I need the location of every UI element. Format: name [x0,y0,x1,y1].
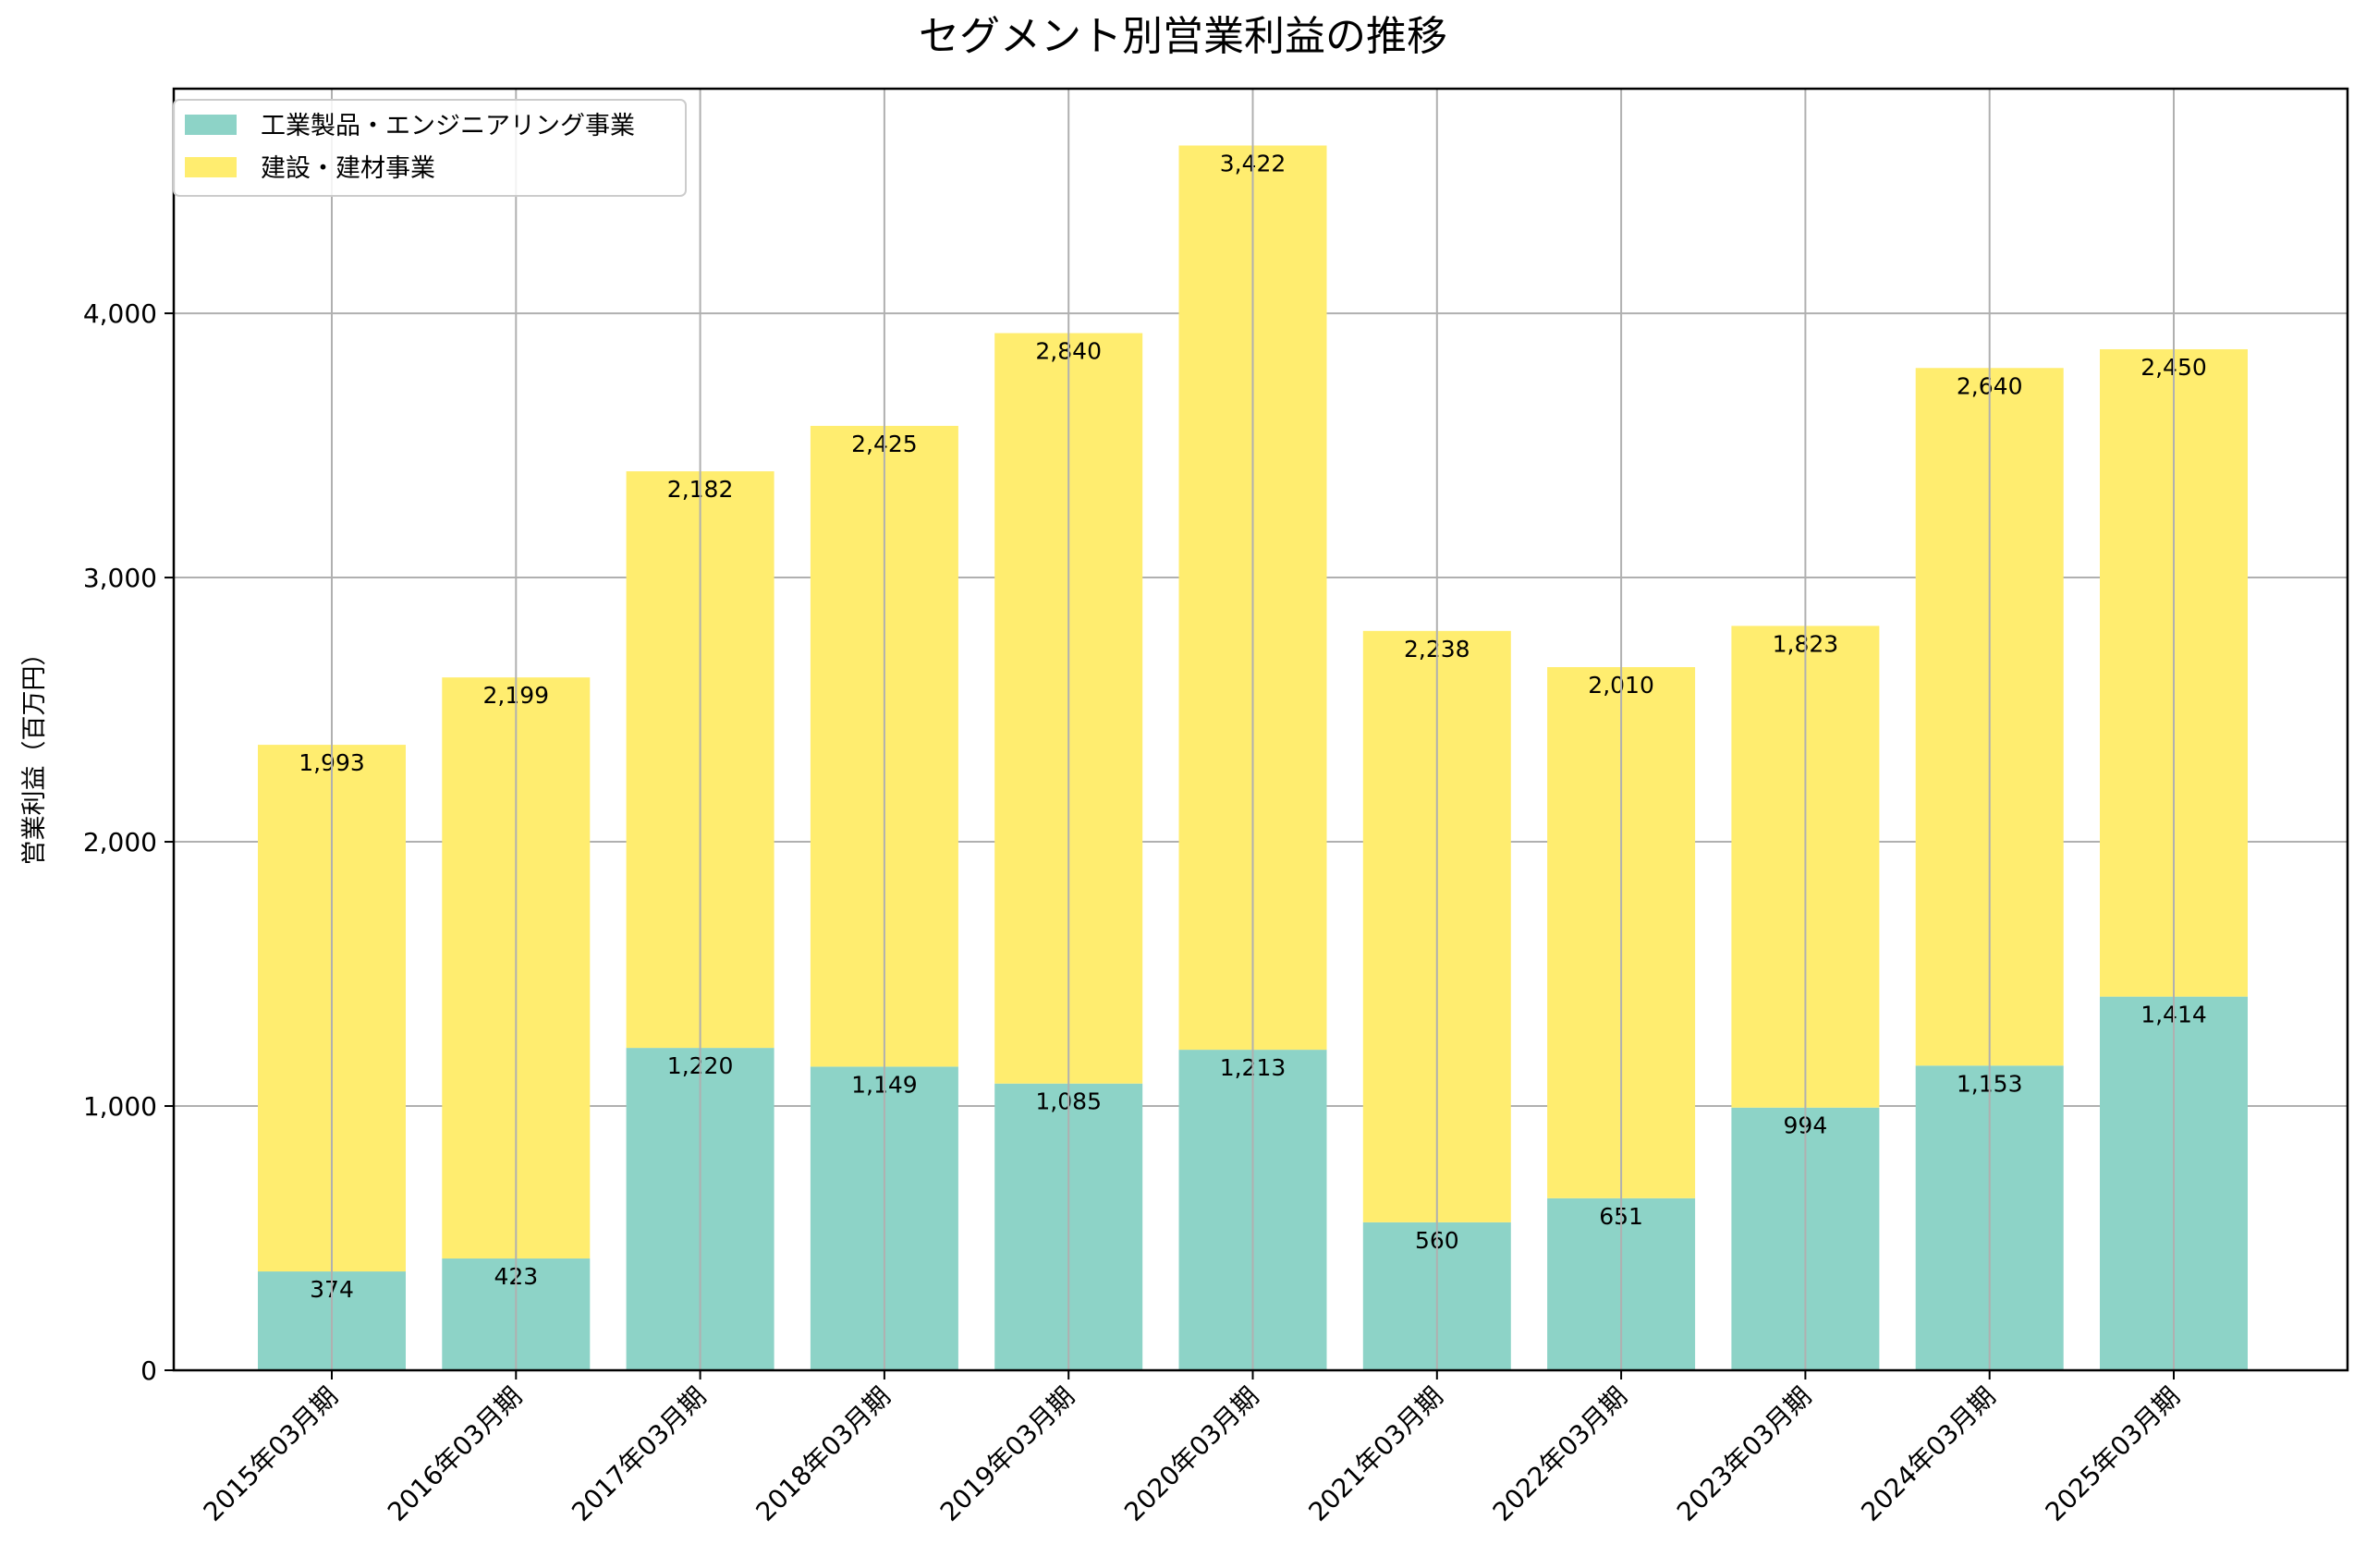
legend: 工業製品・エンジニアリング事業 建設・建材事業 [173,99,687,197]
legend-swatch-segment2 [185,157,237,177]
x-tick-label: 2022年03月期 [1487,1381,1633,1527]
x-tick-label: 2023年03月期 [1671,1381,1817,1527]
x-tick-label: 2017年03月期 [566,1381,712,1527]
vertical-grid-lines [331,89,2175,1370]
x-tick-label: 2015年03月期 [198,1381,344,1527]
x-tick-label: 2021年03月期 [1302,1381,1448,1527]
plot-frame [172,87,2349,1372]
chart-title: セグメント別営業利益の推移 [919,13,1447,60]
legend-swatch-segment1 [185,115,237,135]
y-tick-label: 1,000 [83,1091,157,1122]
x-tick-label: 2024年03月期 [1855,1381,2001,1527]
y-axis-label: 営業利益（百万円） [20,641,49,866]
x-tick-label: 2019年03月期 [934,1381,1080,1527]
legend-box [173,99,687,197]
y-tick-label: 2,000 [83,827,157,857]
y-tick-label: 4,000 [83,298,157,329]
legend-label-segment2: 建設・建材事業 [261,154,435,183]
y-tick-label: 3,000 [83,563,157,593]
legend-label-segment1: 工業製品・エンジニアリング事業 [261,112,635,140]
x-tick-label: 2016年03月期 [382,1381,528,1527]
x-tick-label: 2020年03月期 [1118,1381,1264,1527]
y-tick-label: 0 [140,1355,157,1386]
x-tick-label: 2018年03月期 [750,1381,896,1527]
x-tick-label: 2025年03月期 [2040,1381,2186,1527]
